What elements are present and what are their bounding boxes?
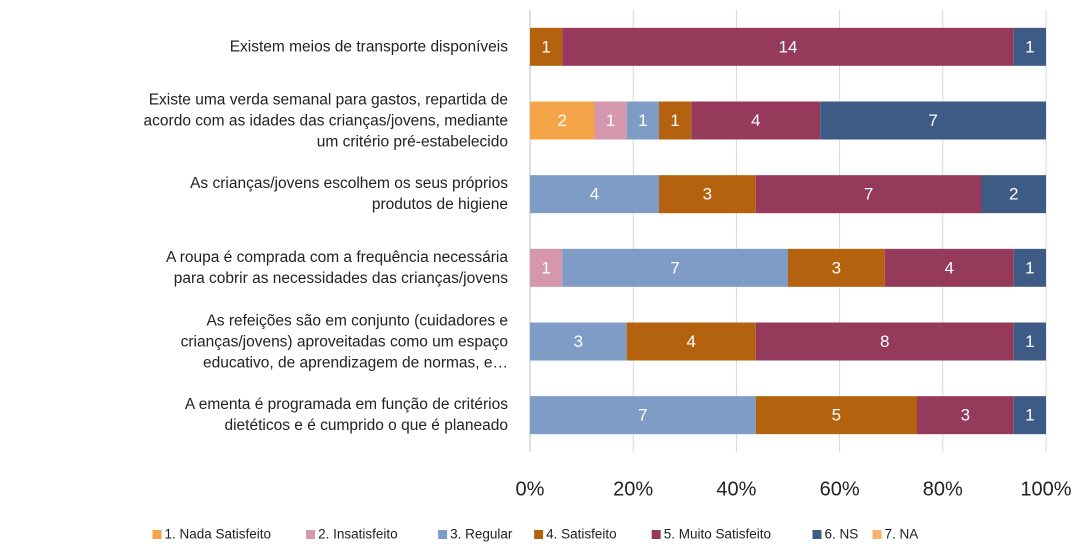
bar-segment [755,322,1014,361]
data-label: 14 [779,37,798,56]
bar-segment [1013,322,1046,361]
data-label: 3 [832,258,841,277]
category-label: A ementa é programada em função de crité… [184,396,508,435]
bar-segment [530,248,563,287]
data-label: 1 [1025,332,1034,351]
bar-segment [659,101,692,140]
data-label: 1 [1025,37,1034,56]
legend-label: 6. NS [825,527,859,542]
bar-segment [755,175,982,214]
legend-label: 3. Regular [450,527,513,542]
bar-segment [820,101,1046,140]
bar-segment [530,27,563,66]
bar-segment [626,101,659,140]
category-label: As crianças/jovens escolhem os seus próp… [190,175,508,214]
data-label: 1 [670,111,679,130]
bar-segment [981,175,1046,214]
data-label: 5 [832,406,841,425]
data-label: 1 [541,37,550,56]
x-tick-label: 20% [613,478,653,500]
bar-segment [1013,248,1046,287]
data-label: 4 [590,185,599,204]
x-tick-label: 60% [820,478,860,500]
legend-label: 5. Muito Satisfeito [664,527,771,542]
bar-segment [626,322,756,361]
bar-segment [1013,27,1046,66]
legend-swatch [812,530,822,539]
data-label: 4 [751,111,760,130]
bar-segment [530,101,595,140]
legend-label: 7. NA [885,527,919,542]
bar-segment [884,248,1014,287]
data-label: 3 [703,185,712,204]
category-label: A roupa é comprada com a frequência nece… [165,248,508,287]
legend-swatch [534,530,544,539]
bar-segment [530,396,756,435]
data-label: 2 [1009,185,1018,204]
bar-segment [530,322,627,361]
legend-label: 1. Nada Satisfeito [165,527,272,542]
data-label: 3 [574,332,583,351]
legend-swatch [306,530,316,539]
category-label: As refeições são em conjunto (cuidadores… [180,312,508,371]
data-label: 3 [961,406,970,425]
data-label: 1 [541,258,550,277]
category-label: Existe uma verda semanal para gastos, re… [143,91,508,150]
data-label: 1 [638,111,647,130]
bar-segment [691,101,821,140]
data-label: 8 [880,332,889,351]
data-label: 7 [638,406,647,425]
data-label: 2 [558,111,567,130]
legend-label: 2. Insatisfeito [318,527,398,542]
x-tick-label: 40% [716,478,756,500]
bar-segment [562,248,788,287]
data-label: 7 [670,258,679,277]
bar-segment [594,101,627,140]
data-label: 4 [945,258,954,277]
data-label: 1 [1025,258,1034,277]
x-tick-label: 0% [516,478,545,500]
data-label: 4 [687,332,696,351]
legend-swatch [651,530,661,539]
x-tick-label: 100% [1020,478,1071,500]
bar-segment [659,175,756,214]
bar-segment [917,396,1014,435]
category-label: Existem meios de transporte disponíveis [229,38,508,56]
x-tick-label: 80% [923,478,963,500]
data-label: 1 [606,111,615,130]
bar-segment [530,175,659,214]
bar-segment [562,27,1014,66]
bar-segment [788,248,885,287]
legend-label: 4. Satisfeito [546,527,617,542]
bar-segment [755,396,917,435]
data-label: 1 [1025,406,1034,425]
legend-swatch [152,530,162,539]
bar-segment [1013,396,1046,435]
data-label: 7 [928,111,937,130]
legend-swatch [438,530,448,539]
data-label: 7 [864,185,873,204]
legend-swatch [872,530,882,539]
